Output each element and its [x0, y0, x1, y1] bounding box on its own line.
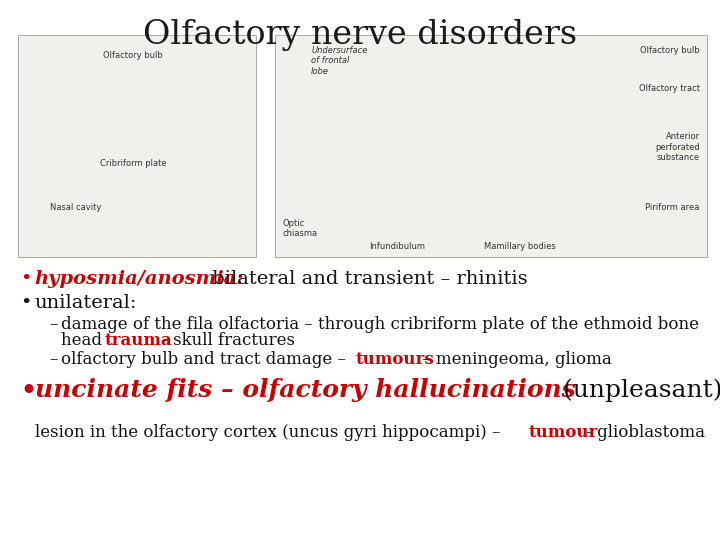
- Text: tumours: tumours: [356, 351, 435, 368]
- Text: Undersurface
of frontal
lobe: Undersurface of frontal lobe: [311, 46, 367, 76]
- Text: Piriform area: Piriform area: [645, 202, 700, 212]
- Text: Cribriform plate: Cribriform plate: [100, 159, 166, 168]
- Text: Olfactory bulb: Olfactory bulb: [640, 46, 700, 55]
- Text: unilateral:: unilateral:: [35, 294, 137, 312]
- Text: •: •: [20, 378, 36, 402]
- Text: damage of the fila olfactoria – through cribriform plate of the ethmoid bone: damage of the fila olfactoria – through …: [61, 316, 699, 333]
- Text: trauma: trauma: [104, 332, 172, 349]
- Text: (unpleasant): (unpleasant): [554, 378, 720, 402]
- Text: Anterior
perforated
substance: Anterior perforated substance: [655, 132, 700, 162]
- Text: olfactory bulb and tract damage –: olfactory bulb and tract damage –: [61, 351, 351, 368]
- Text: Nasal cavity: Nasal cavity: [50, 202, 102, 212]
- Text: Mamillary bodies: Mamillary bodies: [484, 242, 556, 251]
- Text: tumour: tumour: [528, 424, 598, 441]
- Text: Infundibulum: Infundibulum: [369, 242, 425, 251]
- Text: – meningeoma, glioma: – meningeoma, glioma: [417, 351, 611, 368]
- Text: - skull fractures: - skull fractures: [156, 332, 294, 349]
- Text: Olfactory bulb: Olfactory bulb: [104, 51, 163, 60]
- Text: head: head: [61, 332, 107, 349]
- Text: –: –: [49, 351, 58, 368]
- Text: Optic
chiasma: Optic chiasma: [282, 219, 318, 238]
- Text: Olfactory nerve disorders: Olfactory nerve disorders: [143, 19, 577, 51]
- Text: hyposmia/anosmia:: hyposmia/anosmia:: [35, 270, 244, 288]
- Text: Olfactory tract: Olfactory tract: [639, 84, 700, 93]
- Text: –: –: [49, 316, 58, 333]
- FancyBboxPatch shape: [275, 35, 707, 256]
- FancyBboxPatch shape: [18, 35, 256, 256]
- Text: bilateral and transient – rhinitis: bilateral and transient – rhinitis: [207, 270, 528, 288]
- Text: uncinate fits – olfactory hallucinations: uncinate fits – olfactory hallucinations: [35, 378, 575, 402]
- Text: lesion in the olfactory cortex (uncus gyri hippocampi) –: lesion in the olfactory cortex (uncus gy…: [35, 424, 505, 441]
- Text: •: •: [20, 270, 32, 288]
- Text: - glioblastoma: - glioblastoma: [580, 424, 705, 441]
- Text: •: •: [20, 294, 32, 312]
